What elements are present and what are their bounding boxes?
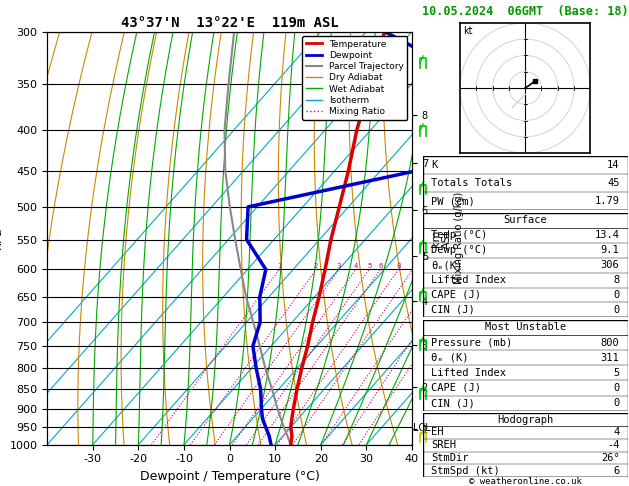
- Text: CAPE (J): CAPE (J): [431, 383, 481, 393]
- Text: Lifted Index: Lifted Index: [431, 275, 506, 285]
- Text: 5: 5: [613, 368, 620, 378]
- Text: © weatheronline.co.uk: © weatheronline.co.uk: [469, 477, 582, 486]
- Text: Hodograph: Hodograph: [497, 415, 554, 424]
- Text: 8: 8: [613, 275, 620, 285]
- Title: 43°37'N  13°22'E  119m ASL: 43°37'N 13°22'E 119m ASL: [121, 17, 338, 31]
- Text: Mixing Ratio (g/kg): Mixing Ratio (g/kg): [454, 192, 464, 284]
- Text: θₑ (K): θₑ (K): [431, 353, 469, 363]
- Text: Temp (°C): Temp (°C): [431, 230, 487, 240]
- Text: -4: -4: [607, 440, 620, 450]
- Text: 0: 0: [613, 290, 620, 300]
- Y-axis label: km
ASL: km ASL: [431, 227, 452, 249]
- Text: Lifted Index: Lifted Index: [431, 368, 506, 378]
- Text: 8: 8: [396, 263, 401, 269]
- Text: 45: 45: [607, 178, 620, 188]
- Text: 0: 0: [613, 398, 620, 408]
- Text: 2: 2: [314, 263, 318, 269]
- Text: 26°: 26°: [601, 453, 620, 463]
- Text: 1: 1: [277, 263, 282, 269]
- Text: 6: 6: [378, 263, 382, 269]
- Text: 3: 3: [337, 263, 342, 269]
- Text: 4: 4: [613, 427, 620, 437]
- Text: 0: 0: [613, 305, 620, 315]
- Text: Totals Totals: Totals Totals: [431, 178, 512, 188]
- Text: StmSpd (kt): StmSpd (kt): [431, 466, 499, 476]
- Text: LCL: LCL: [413, 423, 431, 433]
- Text: kt: kt: [464, 26, 473, 36]
- Text: 800: 800: [601, 337, 620, 347]
- Text: CIN (J): CIN (J): [431, 398, 475, 408]
- Text: StmDir: StmDir: [431, 453, 469, 463]
- Text: EH: EH: [431, 427, 443, 437]
- Text: 9.1: 9.1: [601, 245, 620, 255]
- Text: Pressure (mb): Pressure (mb): [431, 337, 512, 347]
- Text: CIN (J): CIN (J): [431, 305, 475, 315]
- Text: 10.05.2024  06GMT  (Base: 18): 10.05.2024 06GMT (Base: 18): [422, 5, 628, 17]
- Text: 306: 306: [601, 260, 620, 270]
- Text: CAPE (J): CAPE (J): [431, 290, 481, 300]
- Text: 14: 14: [607, 160, 620, 170]
- X-axis label: Dewpoint / Temperature (°C): Dewpoint / Temperature (°C): [140, 470, 320, 483]
- Text: 6: 6: [613, 466, 620, 476]
- Text: K: K: [431, 160, 437, 170]
- Text: 5: 5: [367, 263, 371, 269]
- Text: 1.79: 1.79: [594, 196, 620, 206]
- Text: SREH: SREH: [431, 440, 456, 450]
- Text: θₑ(K): θₑ(K): [431, 260, 462, 270]
- Y-axis label: hPa: hPa: [0, 227, 4, 249]
- Text: 4: 4: [353, 263, 358, 269]
- Text: Most Unstable: Most Unstable: [484, 322, 566, 332]
- Text: 13.4: 13.4: [594, 230, 620, 240]
- Text: 0: 0: [613, 383, 620, 393]
- Text: 311: 311: [601, 353, 620, 363]
- Text: Dewp (°C): Dewp (°C): [431, 245, 487, 255]
- Text: Surface: Surface: [503, 215, 547, 226]
- Legend: Temperature, Dewpoint, Parcel Trajectory, Dry Adiabat, Wet Adiabat, Isotherm, Mi: Temperature, Dewpoint, Parcel Trajectory…: [302, 36, 408, 120]
- Text: PW (cm): PW (cm): [431, 196, 475, 206]
